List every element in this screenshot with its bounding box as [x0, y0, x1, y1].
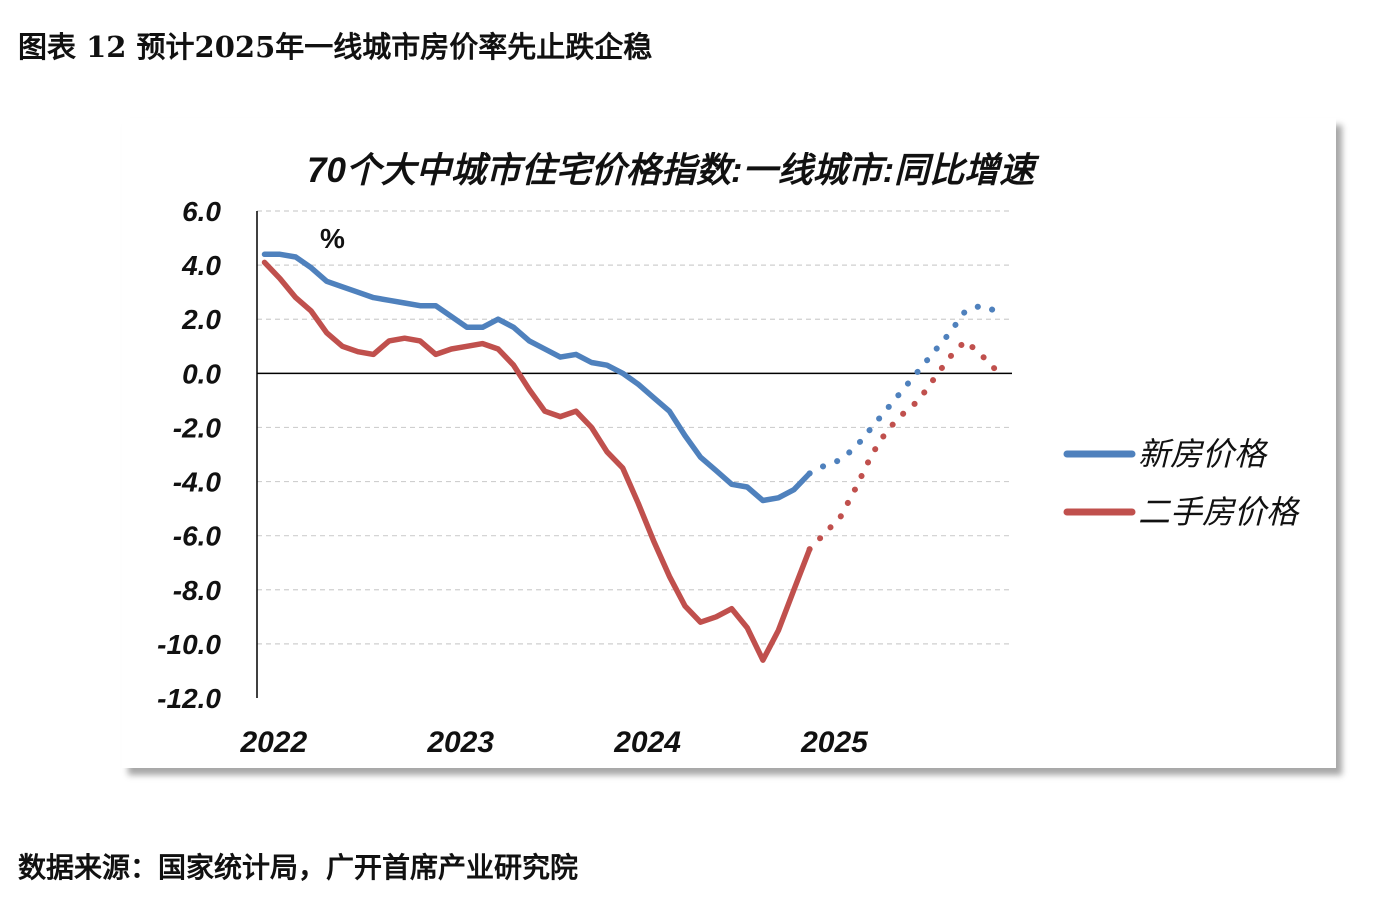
x-axis-ticks: 2022 2023 2024 2025	[239, 726, 869, 759]
figure-title: 图表 12 预计2025年一线城市房价率先止跌企稳	[18, 30, 653, 64]
y-tick-label: -6.0	[173, 521, 222, 552]
series-line-3	[806, 337, 1000, 553]
x-tick-label: 2024	[613, 726, 681, 759]
series-line-1	[806, 302, 1000, 477]
legend-label: 二手房价格	[1138, 494, 1301, 530]
unit-label: %	[320, 223, 345, 254]
line-chart: 70个大中城市住宅价格指数:一线城市:同比增速 6.0 4.0 2.0 0.0 -2.0…	[157, 151, 1301, 759]
axes	[256, 211, 1012, 698]
y-tick-label: 0.0	[182, 358, 221, 389]
y-tick-label: -2.0	[173, 412, 222, 443]
series-line-0	[261, 251, 813, 504]
y-tick-label: -8.0	[173, 575, 222, 606]
x-tick-label: 2022	[239, 726, 307, 759]
x-tick-label: 2025	[800, 726, 869, 759]
y-tick-label: -4.0	[173, 467, 222, 498]
y-tick-label: -10.0	[157, 629, 221, 660]
series-line-2	[261, 259, 813, 663]
y-tick-label: -12.0	[157, 683, 221, 714]
legend-label: 新房价格	[1138, 436, 1269, 472]
y-tick-label: 4.0	[181, 250, 221, 281]
chart-card: 70个大中城市住宅价格指数:一线城市:同比增速 6.0 4.0 2.0 0.0 -2.0…	[122, 118, 1336, 768]
y-tick-label: 2.0	[181, 304, 221, 335]
y-tick-label: 6.0	[182, 196, 221, 227]
y-axis-ticks: 6.0 4.0 2.0 0.0 -2.0 -4.0 -6.0 -8.0 -10.0 -12.0	[157, 196, 221, 714]
grid-lines	[257, 210, 1012, 645]
source-note: 数据来源：国家统计局，广开首席产业研究院	[18, 851, 579, 884]
series-lines	[261, 251, 1000, 663]
chart-title: 70个大中城市住宅价格指数:一线城市:同比增速	[307, 151, 1040, 190]
x-tick-label: 2023	[426, 726, 494, 759]
